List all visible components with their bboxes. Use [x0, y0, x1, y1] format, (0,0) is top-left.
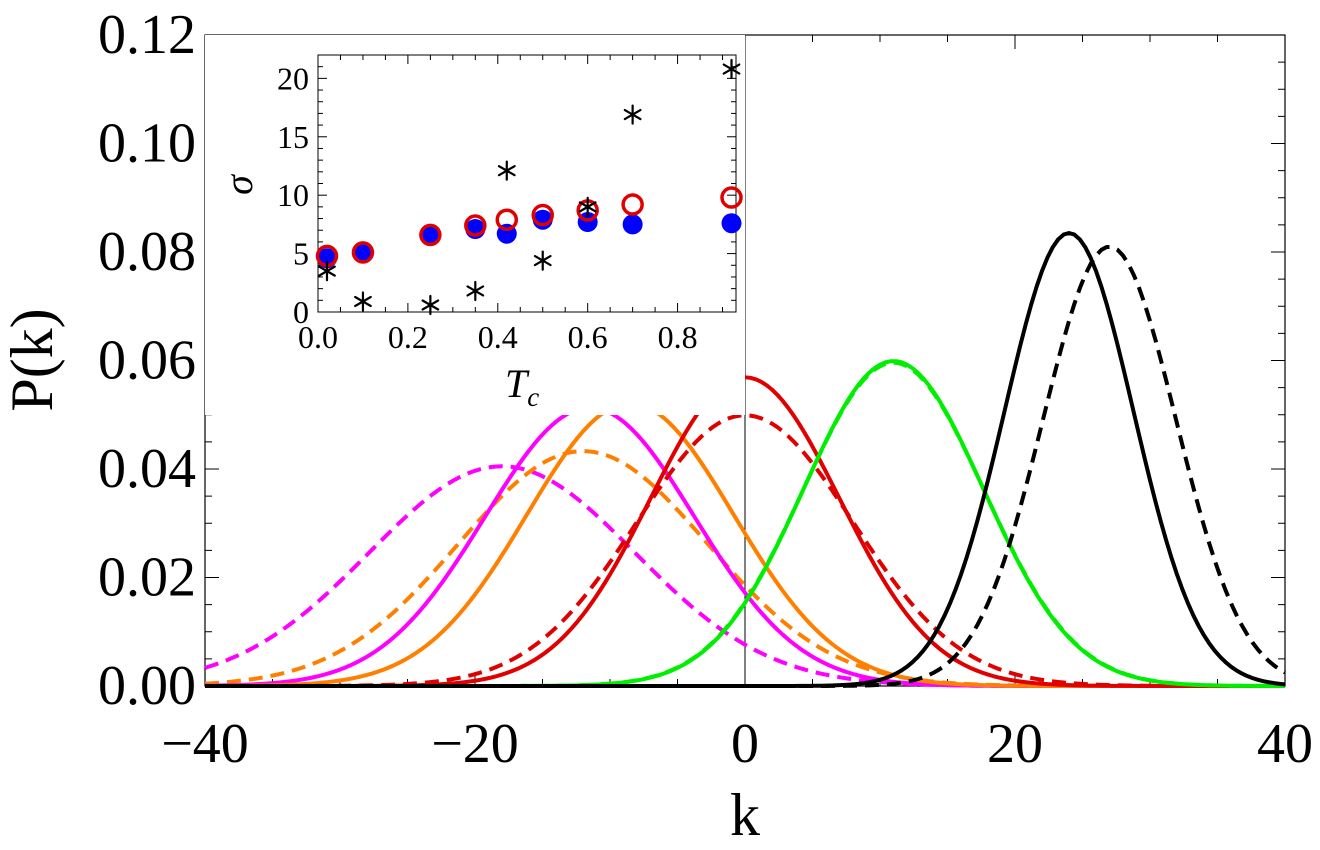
inset-point-asterisk [318, 261, 336, 282]
inset-x-tick-label: 0.6 [568, 319, 608, 355]
inset-point-open [621, 193, 644, 216]
inset-x-tick-label: 0.8 [658, 319, 698, 355]
inset-point-asterisk [533, 250, 552, 271]
inset-x-tick-label: 0.2 [388, 319, 428, 355]
inset-x-tick-label: 0.4 [478, 319, 518, 355]
y-tick-label: 0.02 [98, 547, 196, 609]
y-tick-label: 0.12 [98, 4, 196, 66]
inset-point-asterisk [578, 196, 597, 217]
inset-plot: 0.0 0.2 0.4 0.6 0.8 0 5 10 15 20 Tc σ [205, 35, 745, 415]
x-tick-label: −40 [161, 713, 249, 775]
x-axis-label: k [730, 782, 760, 848]
y-tick-label: 0.08 [98, 221, 196, 283]
y-tick-label: 0.00 [98, 655, 196, 717]
y-tick-label: 0.06 [98, 330, 196, 392]
inset-point-open [351, 241, 375, 264]
inset-point-asterisk [354, 291, 372, 312]
x-tick-label: 20 [987, 713, 1043, 775]
x-tick-label: 0 [731, 713, 759, 775]
inset-ticks [317, 54, 736, 313]
inset-points [315, 58, 743, 316]
inset-point-open [464, 214, 487, 237]
main-curves [204, 231, 1287, 688]
inset-point-filled [721, 213, 742, 234]
inset-point-asterisk [623, 104, 642, 125]
inset-x-axis-label-subscript: c [527, 382, 539, 412]
inset-y-tick-label: 0 [293, 294, 309, 330]
inset-point-open [531, 203, 554, 227]
inset-point-filled [622, 214, 643, 235]
main-plot: −40 −20 0 20 400.000.020.040.060.080.100.12 … [0, 4, 1313, 848]
inset-point-asterisk [722, 58, 741, 80]
inset-tick-labels: 0.0 0.2 0.4 0.6 0.8 0 5 10 15 20 [277, 60, 698, 355]
inset-point-asterisk [421, 294, 440, 316]
inset-point-asterisk [466, 280, 485, 302]
inset-x-axis-label: Tc [505, 361, 539, 412]
inset-y-axis-label: σ [216, 174, 261, 195]
y-tick-label: 0.10 [98, 113, 196, 175]
inset-y-tick-label: 15 [277, 119, 309, 155]
inset-point-asterisk [497, 160, 516, 181]
inset-y-tick-label: 10 [277, 177, 309, 213]
y-axis-label: P(k) [0, 308, 65, 411]
inset-point-open [720, 186, 743, 209]
inset-point-open [495, 208, 519, 231]
inset-point-open [419, 223, 442, 247]
y-tick-label: 0.04 [98, 438, 196, 500]
inset-y-tick-label: 5 [293, 236, 309, 272]
x-tick-label: −20 [431, 713, 519, 775]
distribution-curve-solid [205, 231, 1286, 688]
main-tick-labels: −40 −20 0 20 400.000.020.040.060.080.100.12 [98, 4, 1313, 775]
x-tick-label: 40 [1257, 713, 1313, 775]
inset-y-tick-label: 20 [277, 60, 309, 96]
inset-x-tick-label: 0.0 [298, 319, 338, 355]
